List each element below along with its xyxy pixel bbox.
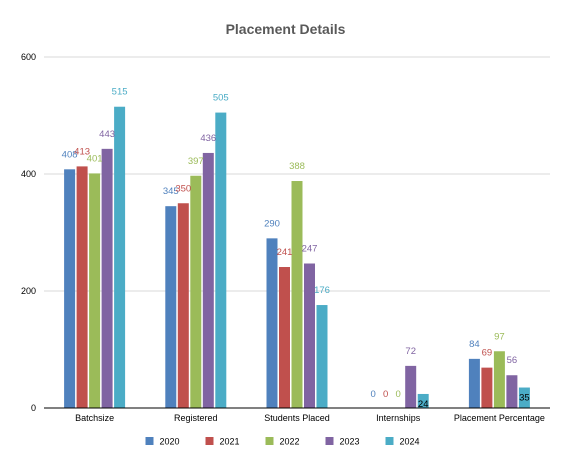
legend-label: 2021 [220, 437, 240, 447]
x-category-label: Internships [376, 413, 421, 423]
bar-2023-2 [304, 263, 315, 408]
legend-swatch-2024 [385, 437, 394, 445]
bar-2020-4 [468, 358, 480, 408]
bar-2023-3 [405, 365, 417, 408]
y-tick-label: 200 [21, 286, 36, 296]
legend-swatch-2023 [325, 437, 334, 445]
data-label: 397 [188, 156, 204, 167]
x-category-label: Registered [174, 413, 218, 423]
bar-2024-3 [417, 393, 429, 408]
bar-2022-2 [291, 181, 303, 408]
data-label: 345 [163, 186, 179, 197]
y-tick-label: 0 [31, 403, 36, 413]
data-label: 413 [74, 146, 90, 157]
legend-swatch-2020 [145, 437, 154, 445]
x-category-label: Students Placed [264, 413, 330, 423]
legend-swatch-2021 [205, 437, 214, 445]
data-label: 241 [277, 247, 293, 258]
data-label: 24 [418, 399, 429, 410]
data-label: 0 [383, 389, 388, 400]
data-labels: 4084134014435153453503974365052902413882… [62, 87, 530, 410]
y-tick-label: 600 [21, 52, 36, 62]
x-axis-categories: Batchsize Registered Students Placed Intern… [75, 413, 545, 423]
legend-label: 2022 [280, 437, 300, 447]
y-tick-label: 400 [21, 169, 36, 179]
bar-2023-4 [506, 375, 518, 408]
bar-2021-1 [177, 203, 189, 408]
bar-2024-0 [114, 106, 126, 408]
legend-swatch-2022 [265, 437, 274, 445]
data-label: 0 [371, 389, 376, 400]
bar-2020-1 [165, 206, 177, 408]
bar-2021-2 [279, 267, 290, 408]
data-label: 515 [112, 87, 128, 98]
data-label: 436 [200, 133, 216, 144]
bar-2023-0 [101, 148, 113, 408]
data-label: 72 [405, 346, 416, 357]
chart-title: Placement Details [226, 21, 346, 37]
data-label: 176 [314, 285, 330, 296]
x-category-label: Batchsize [75, 413, 114, 423]
bar-2024-2 [316, 305, 328, 408]
data-label: 69 [482, 348, 493, 359]
legend-label: 2023 [340, 437, 360, 447]
bar-2024-4 [518, 387, 530, 408]
bar-2022-4 [493, 351, 505, 408]
legend-label: 2024 [400, 437, 420, 447]
bar-2024-1 [215, 112, 227, 408]
data-label: 408 [62, 149, 78, 160]
bar-2020-0 [64, 169, 76, 408]
x-category-label: Placement Percentage [454, 413, 545, 423]
data-label: 97 [494, 331, 505, 342]
bars [64, 106, 530, 408]
data-label: 505 [213, 93, 229, 104]
bar-2022-0 [89, 173, 101, 408]
data-label: 401 [87, 153, 103, 164]
data-label: 290 [264, 218, 280, 229]
bar-2022-1 [190, 175, 202, 408]
data-label: 56 [507, 355, 518, 366]
data-label: 247 [302, 244, 318, 255]
data-label: 350 [175, 183, 191, 194]
data-label: 84 [469, 339, 480, 350]
bar-2023-1 [202, 152, 214, 408]
data-label: 0 [396, 389, 401, 400]
y-axis-ticks: 0 200 400 600 [21, 52, 36, 413]
data-label: 443 [99, 129, 115, 140]
legend-label: 2020 [160, 437, 180, 447]
legend: 2020 2021 2022 2023 2024 [145, 437, 420, 447]
data-label: 35 [519, 393, 530, 404]
bar-2021-0 [76, 166, 88, 408]
data-label: 388 [289, 161, 305, 172]
bar-2021-4 [481, 367, 493, 408]
bar-2020-2 [266, 238, 278, 408]
